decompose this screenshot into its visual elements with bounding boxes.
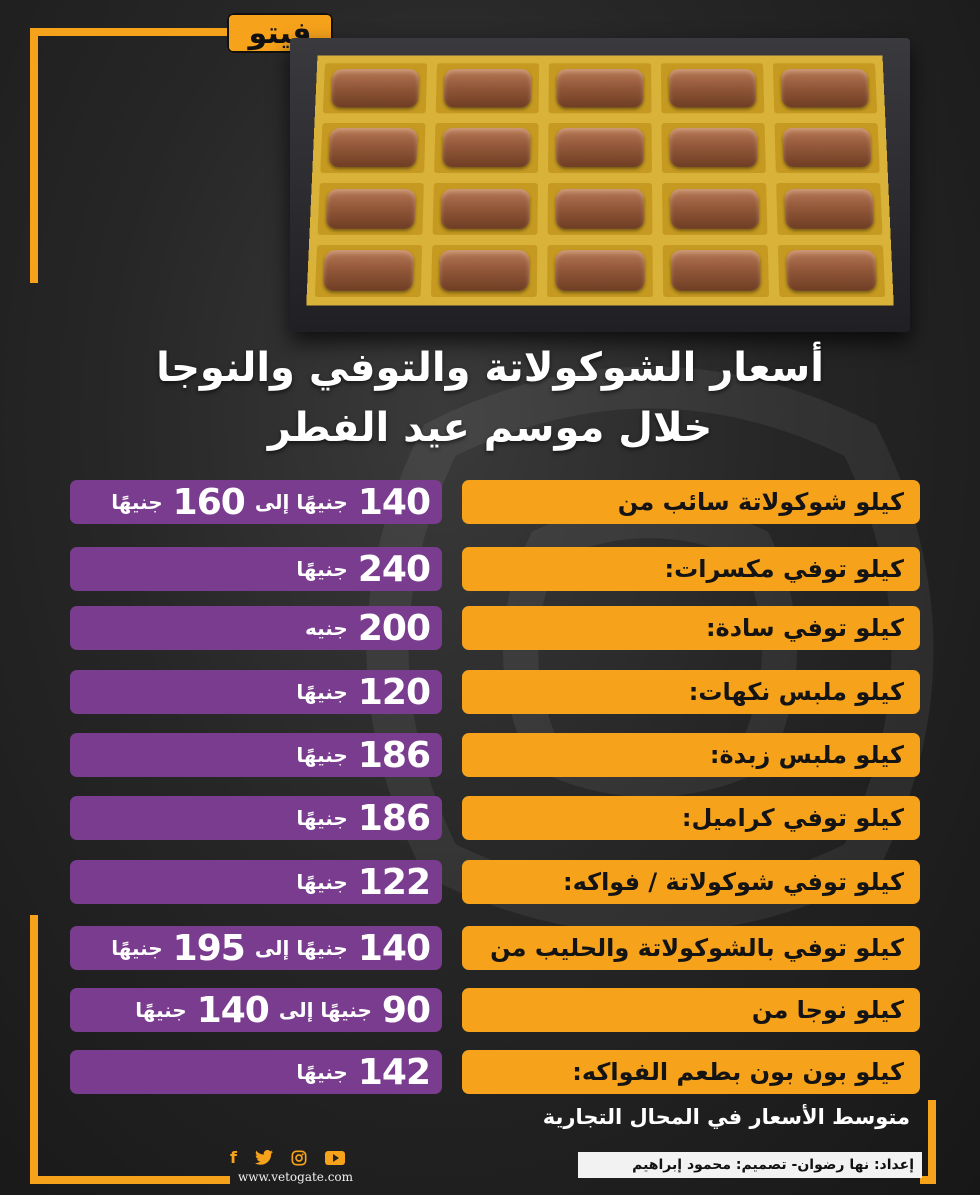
item-label: كيلو توفي شوكولاتة / فواكه:	[462, 860, 920, 904]
chocolate-piece	[785, 189, 874, 229]
price-row: كيلو توفي كراميل: 186 جنيهًا	[0, 796, 980, 840]
item-label: كيلو توفي مكسرات:	[462, 547, 920, 591]
chocolate-piece	[786, 250, 876, 291]
chocolate-piece	[669, 69, 756, 108]
page-title-line2: خلال موسم عيد الفطر	[100, 405, 880, 451]
chocolate-piece	[670, 128, 758, 167]
price-row: كيلو بون بون بطعم الفواكه: 142 جنيهًا	[0, 1050, 980, 1094]
item-label: كيلو شوكولاتة سائب من	[462, 480, 920, 524]
twitter-icon[interactable]	[255, 1150, 273, 1165]
item-label: كيلو توفي بالشوكولاتة والحليب من	[462, 926, 920, 970]
item-label: كيلو ملبس نكهات:	[462, 670, 920, 714]
price-from-unit: جنيهًا إلى	[255, 490, 348, 514]
chocolate-piece	[324, 250, 414, 291]
chocolate-piece	[783, 128, 871, 167]
chocolate-piece	[331, 69, 419, 108]
price-from-unit: جنيهًا	[296, 806, 347, 830]
price-to: 160	[173, 482, 245, 523]
price-row: كيلو شوكولاتة سائب من 140 جنيهًا إلى 160…	[0, 480, 980, 524]
price-from: 186	[358, 735, 430, 776]
social-icons: f	[230, 1148, 345, 1167]
frame-top-left-horizontal	[30, 28, 230, 36]
price-from-unit: جنيهًا	[296, 870, 347, 894]
price-value: 120 جنيهًا	[70, 670, 442, 714]
price-value: 122 جنيهًا	[70, 860, 442, 904]
credits-bar: إعداد: نها رضوان- تصميم: محمود إبراهيم	[578, 1152, 922, 1178]
price-value: 240 جنيهًا	[70, 547, 442, 591]
price-from: 142	[358, 1052, 430, 1093]
chocolate-piece	[556, 128, 643, 167]
price-from: 240	[358, 549, 430, 590]
frame-bottom-left-horizontal	[30, 1176, 230, 1184]
item-label: كيلو بون بون بطعم الفواكه:	[462, 1050, 920, 1094]
price-value: 142 جنيهًا	[70, 1050, 442, 1094]
price-value: 200 جنيه	[70, 606, 442, 650]
item-label: كيلو ملبس زبدة:	[462, 733, 920, 777]
frame-bottom-right-vertical	[928, 1100, 936, 1184]
price-row: كيلو توفي مكسرات: 240 جنيهًا	[0, 547, 980, 591]
item-label: كيلو نوجا من	[462, 988, 920, 1032]
item-label: كيلو توفي كراميل:	[462, 796, 920, 840]
price-row: كيلو توفي سادة: 200 جنيه	[0, 606, 980, 650]
price-row: كيلو توفي بالشوكولاتة والحليب من 140 جني…	[0, 926, 980, 970]
price-from-unit: جنيهًا	[296, 680, 347, 704]
facebook-icon[interactable]: f	[230, 1148, 237, 1167]
price-from-unit: جنيهًا	[296, 743, 347, 767]
chocolate-piece	[781, 69, 869, 108]
item-label: كيلو توفي سادة:	[462, 606, 920, 650]
footer-note: متوسط الأسعار في المحال التجارية	[420, 1105, 910, 1129]
price-value: 90 جنيهًا إلى 140 جنيهًا	[70, 988, 442, 1032]
price-from: 140	[358, 482, 430, 523]
price-value: 186 جنيهًا	[70, 733, 442, 777]
chocolate-piece	[670, 189, 758, 229]
price-from-unit: جنيهًا	[296, 1060, 347, 1084]
chocolate-piece	[329, 128, 417, 167]
chocolate-piece	[441, 189, 529, 229]
price-from: 200	[358, 608, 430, 649]
credits-text: إعداد: نها رضوان- تصميم: محمود إبراهيم	[632, 1157, 914, 1173]
price-from: 90	[382, 990, 430, 1031]
chocolate-box-photo	[290, 38, 910, 332]
price-value: 186 جنيهًا	[70, 796, 442, 840]
price-row: كيلو نوجا من 90 جنيهًا إلى 140 جنيهًا	[0, 988, 980, 1032]
price-from: 140	[358, 928, 430, 969]
price-value: 140 جنيهًا إلى 195 جنيهًا	[70, 926, 442, 970]
chocolate-piece	[440, 250, 529, 291]
price-row: كيلو توفي شوكولاتة / فواكه: 122 جنيهًا	[0, 860, 980, 904]
chocolate-piece	[444, 69, 531, 108]
chocolate-tray	[306, 56, 893, 306]
youtube-icon[interactable]	[325, 1151, 345, 1165]
frame-top-left-vertical	[30, 28, 38, 283]
price-to-unit: جنيهًا	[111, 936, 162, 960]
chocolate-piece	[326, 189, 415, 229]
price-from: 120	[358, 672, 430, 713]
price-to-unit: جنيهًا	[135, 998, 186, 1022]
chocolate-piece	[556, 189, 644, 229]
chocolate-piece	[443, 128, 531, 167]
price-from-unit: جنيهًا إلى	[255, 936, 348, 960]
website-url[interactable]: www.vetogate.com	[238, 1170, 353, 1184]
price-to-unit: جنيهًا	[111, 490, 162, 514]
price-row: كيلو ملبس نكهات: 120 جنيهًا	[0, 670, 980, 714]
price-from-unit: جنيه	[305, 616, 348, 640]
price-from: 186	[358, 798, 430, 839]
instagram-icon[interactable]	[291, 1150, 307, 1166]
price-from-unit: جنيهًا	[296, 557, 347, 581]
price-to: 195	[173, 928, 245, 969]
price-from: 122	[358, 862, 430, 903]
price-value: 140 جنيهًا إلى 160 جنيهًا	[70, 480, 442, 524]
price-from-unit: جنيهًا إلى	[279, 998, 372, 1022]
frame-bottom-right-horizontal	[920, 1176, 936, 1184]
price-to: 140	[197, 990, 269, 1031]
price-row: كيلو ملبس زبدة: 186 جنيهًا	[0, 733, 980, 777]
chocolate-piece	[671, 250, 760, 291]
chocolate-piece	[556, 250, 645, 291]
chocolate-piece	[557, 69, 643, 108]
page-title-line1: أسعار الشوكولاتة والتوفي والنوجا	[100, 345, 880, 391]
